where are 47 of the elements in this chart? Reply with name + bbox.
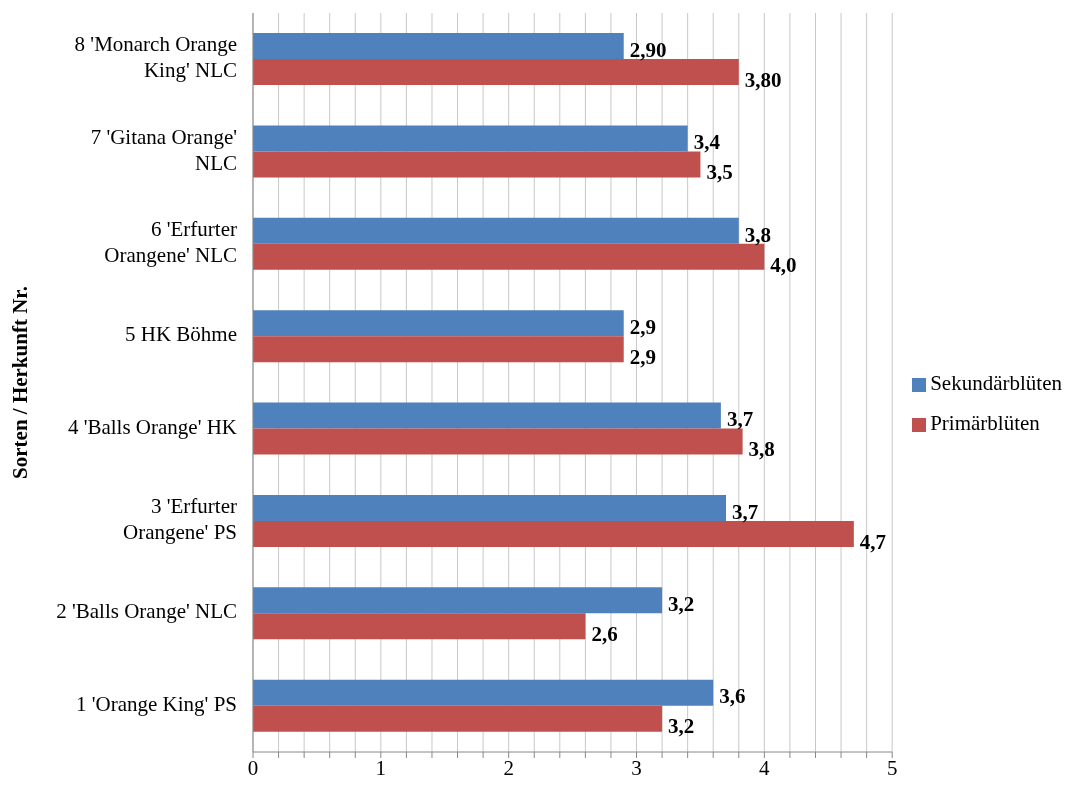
- bar: [253, 151, 701, 178]
- y-tick-label: 6 'Erfurter Orangene' NLC: [104, 216, 237, 267]
- data-label: 3,4: [693, 130, 721, 155]
- legend-label: Sekundärblüten: [930, 370, 1062, 395]
- y-axis-title: Sorten / Herkunft Nr.: [8, 286, 33, 479]
- bar: [253, 428, 743, 455]
- data-label: 3,2: [668, 592, 695, 617]
- bar: [253, 59, 739, 85]
- bar: [253, 217, 739, 244]
- data-label: 3,7: [726, 407, 754, 432]
- data-label: 4,0: [770, 252, 797, 277]
- bar: [253, 310, 624, 337]
- y-tick-label: 3 'Erfurter Orangene' PS: [122, 493, 237, 544]
- y-tick-label: 2 'Balls Orange' NLC: [56, 599, 237, 624]
- x-tick-label: 3: [631, 755, 642, 780]
- bar: [253, 494, 726, 521]
- y-tick-label: 7 'Gitana Orange' NLC: [90, 124, 237, 175]
- data-label: 2,9: [629, 344, 656, 369]
- x-tick-label: 2: [503, 755, 514, 780]
- data-label: 3,2: [668, 714, 695, 739]
- bar: [253, 336, 624, 363]
- bar: [253, 125, 688, 152]
- data-label: 3,8: [744, 222, 772, 247]
- data-label: 3,8: [748, 437, 775, 462]
- data-label: 2,9: [629, 314, 656, 339]
- bar: [253, 705, 663, 732]
- bar: [253, 587, 663, 614]
- bar: [253, 33, 624, 59]
- data-label: 2,90: [629, 37, 667, 62]
- y-tick-label: 4 'Balls Orange' HK: [67, 414, 237, 439]
- x-tick-label: 0: [247, 755, 259, 780]
- data-label: 3,7: [732, 499, 759, 524]
- data-label: 3,6: [719, 684, 746, 709]
- data-label: 3,80: [744, 67, 782, 92]
- bar: [253, 402, 721, 429]
- data-label: 4,7: [859, 529, 887, 554]
- y-tick-label: 5 HK Böhme: [125, 322, 237, 347]
- y-tick-label: 1 'Orange King' PS: [76, 691, 237, 716]
- x-tick-label: 5: [886, 755, 898, 780]
- x-tick-label: 1: [375, 755, 387, 780]
- data-label: 2,6: [591, 622, 618, 647]
- bar: [253, 613, 586, 640]
- bar: [253, 679, 714, 706]
- x-tick-label: 4: [759, 755, 771, 780]
- data-label: 3,5: [706, 160, 733, 185]
- y-tick-label: 8 'Monarch Orange King' NLC: [74, 32, 237, 82]
- legend-label: Primärblüten: [930, 410, 1040, 435]
